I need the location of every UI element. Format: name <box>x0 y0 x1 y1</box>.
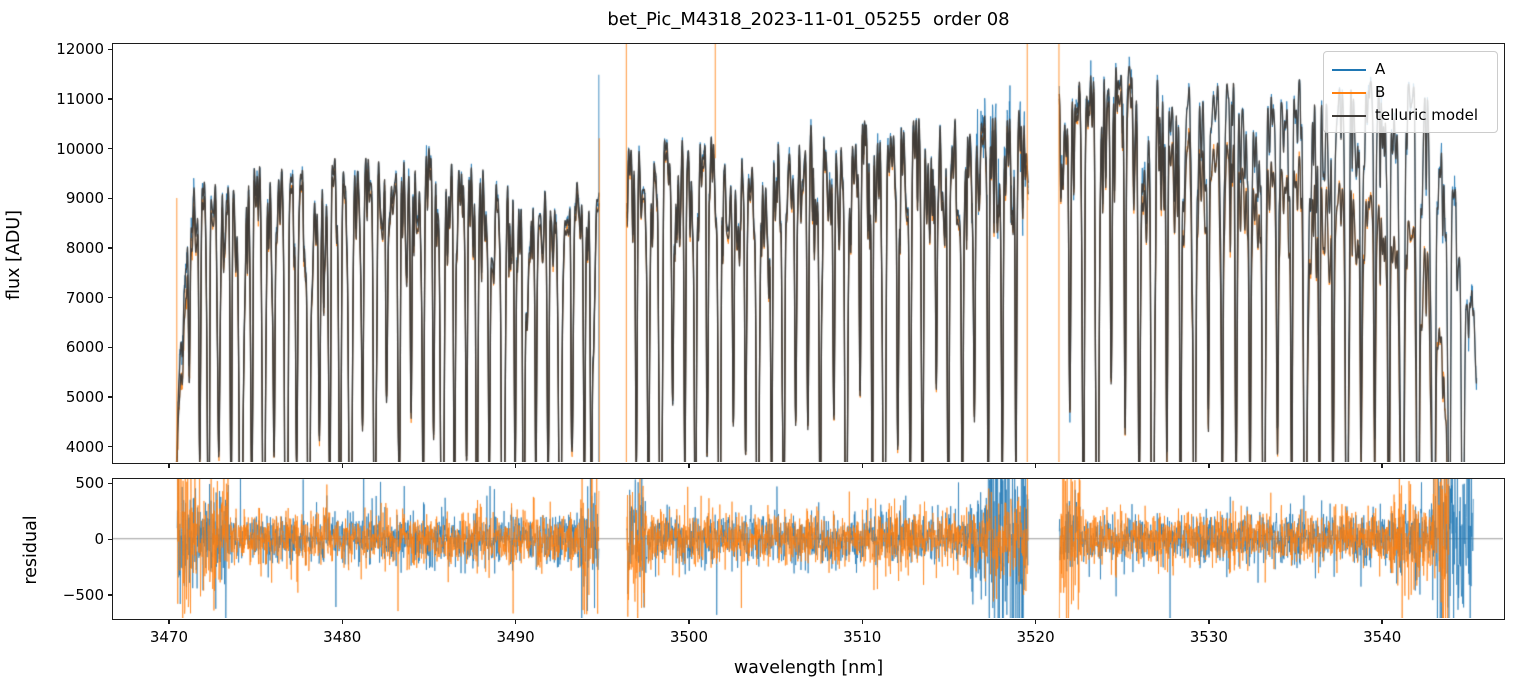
x-tick <box>1381 464 1383 468</box>
y-tick <box>108 247 112 249</box>
x-tick <box>1208 620 1210 624</box>
x-tick <box>341 464 343 468</box>
x-tick-label: 3510 <box>843 628 882 646</box>
y-tick <box>108 148 112 150</box>
x-tick <box>168 464 170 468</box>
legend: A B telluric model <box>1323 51 1498 133</box>
x-tick-label: 3480 <box>323 628 362 646</box>
y-tick <box>108 396 112 398</box>
legend-item-telluric-model: telluric model <box>1332 104 1497 127</box>
flux-axis-label: flux [ADU] <box>4 210 24 300</box>
residual-axis-label: residual <box>21 515 41 585</box>
legend-label-b: B <box>1375 83 1386 101</box>
plot-title: bet_Pic_M4318_2023-11-01_05255 order 08 <box>607 9 1010 30</box>
x-tick <box>1034 464 1037 468</box>
y-tick-label: 11000 <box>56 90 104 109</box>
x-tick <box>688 620 690 624</box>
flux-canvas <box>113 44 1503 462</box>
y-tick <box>108 346 112 349</box>
x-tick-label: 3530 <box>1189 628 1228 646</box>
x-tick <box>514 464 517 468</box>
y-tick-label: 8000 <box>65 239 104 258</box>
legend-label-a: A <box>1375 60 1386 78</box>
legend-item-b: B <box>1332 81 1497 104</box>
x-tick <box>168 620 170 624</box>
legend-item-a: A <box>1332 58 1497 81</box>
y-tick <box>108 48 112 51</box>
y-tick <box>108 197 112 200</box>
y-tick <box>108 538 112 540</box>
y-tick-label: 9000 <box>65 189 104 208</box>
y-tick <box>108 98 112 100</box>
y-tick-label: 7000 <box>65 288 104 307</box>
y-tick <box>108 296 112 299</box>
y-tick-label: 10000 <box>56 139 104 158</box>
y-tick-label: 4000 <box>65 437 104 456</box>
x-axis-label: wavelength [nm] <box>733 658 884 678</box>
residual-panel <box>112 478 1505 620</box>
y-tick-label: 5000 <box>65 387 104 406</box>
x-tick-label: 3520 <box>1016 628 1055 646</box>
x-tick <box>861 464 863 468</box>
x-tick-label: 3500 <box>669 628 708 646</box>
x-tick-label: 3490 <box>496 628 535 646</box>
x-tick <box>688 464 690 468</box>
legend-line-telluric-icon <box>1332 114 1366 117</box>
legend-line-b-icon <box>1332 91 1366 94</box>
x-tick <box>514 620 517 624</box>
y-tick-label: −500 <box>62 586 104 605</box>
legend-line-a-icon <box>1332 68 1366 71</box>
flux-panel <box>112 43 1505 464</box>
x-tick-label: 3470 <box>149 628 189 646</box>
y-tick-label: 500 <box>75 474 104 493</box>
y-tick-label: 6000 <box>65 338 104 357</box>
x-tick-label: 3540 <box>1363 628 1402 646</box>
x-tick <box>861 620 863 624</box>
x-tick <box>341 620 343 624</box>
y-tick <box>108 482 112 485</box>
y-tick <box>108 445 112 448</box>
x-tick <box>1208 464 1210 468</box>
x-tick <box>1034 620 1037 624</box>
y-tick-label: 0 <box>94 530 104 549</box>
y-tick <box>108 594 112 596</box>
y-tick-label: 12000 <box>56 40 104 59</box>
x-tick <box>1381 620 1383 624</box>
residual-canvas <box>113 479 1503 618</box>
legend-label-telluric: telluric model <box>1375 106 1479 124</box>
